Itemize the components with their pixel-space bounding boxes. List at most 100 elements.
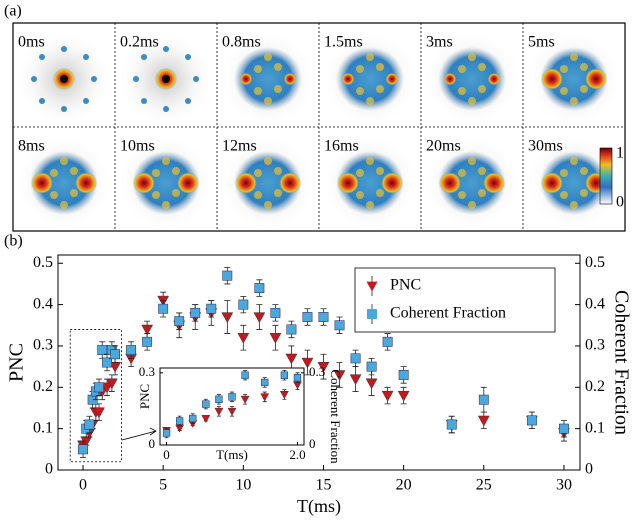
peak — [31, 172, 53, 194]
colorbar-tick: 1 — [616, 145, 624, 162]
peak — [185, 54, 191, 60]
y-tick-label: 0.5 — [33, 254, 53, 271]
y-tick-label: 0.2 — [33, 378, 53, 395]
peak — [83, 98, 89, 104]
x-axis-label: T(ms) — [216, 447, 248, 462]
legend-marker — [367, 309, 377, 319]
peak — [274, 167, 282, 175]
peak — [279, 172, 301, 194]
marker — [215, 395, 223, 403]
marker — [382, 336, 393, 347]
marker — [398, 369, 409, 380]
peak — [163, 46, 169, 52]
marker — [302, 312, 313, 322]
colorbar — [599, 147, 613, 205]
peak — [60, 201, 68, 209]
image-frame: 30ms — [526, 135, 622, 231]
peak — [264, 201, 272, 209]
marker — [228, 393, 236, 401]
image-panel: 0ms 0.2ms 0.8ms 1.5ms 3ms 5ms 8ms 10ms 12ms 16ms 2… — [13, 23, 625, 231]
cloud — [30, 151, 98, 215]
peak — [560, 169, 568, 177]
peak — [264, 53, 272, 61]
peak — [570, 201, 578, 209]
peak — [239, 72, 253, 86]
marker — [97, 345, 108, 356]
peak — [570, 157, 578, 165]
marker — [397, 390, 410, 402]
peak — [580, 63, 588, 71]
x-tick-label: 25 — [476, 477, 492, 494]
marker — [318, 312, 329, 322]
x-tick-label: 0 — [79, 477, 87, 494]
marker — [102, 357, 112, 368]
marker — [334, 320, 345, 331]
frame-label: 3ms — [426, 34, 453, 51]
legend-box — [354, 267, 556, 333]
peak — [50, 191, 58, 199]
peak — [141, 54, 147, 60]
peak — [283, 72, 297, 86]
y2-tick-label: 0.3 — [585, 337, 605, 354]
image-frame: 16ms — [322, 135, 418, 231]
legend-label: PNC — [390, 277, 421, 294]
peak — [162, 157, 170, 165]
marker — [477, 415, 490, 427]
frame-label: 0.2ms — [120, 34, 159, 51]
marker — [260, 393, 270, 402]
peak — [83, 54, 89, 60]
marker — [365, 378, 378, 390]
legend-label: Coherent Fraction — [390, 305, 506, 322]
image-frame: 12ms — [220, 135, 316, 231]
peak — [177, 172, 199, 194]
series — [78, 267, 569, 458]
peak — [356, 191, 364, 199]
frame-label: 5ms — [528, 34, 555, 51]
y-tick-label: 0 — [45, 461, 53, 478]
peak — [356, 87, 364, 95]
image-frame: 0.8ms — [220, 31, 316, 127]
marker — [221, 312, 234, 324]
marker — [285, 353, 298, 365]
marker — [206, 303, 217, 314]
peak — [468, 157, 476, 165]
cloud — [234, 151, 302, 215]
marker — [94, 382, 104, 393]
peak — [172, 167, 180, 175]
image-frame: 0ms — [16, 31, 112, 127]
peak — [458, 65, 466, 73]
peak — [61, 106, 67, 112]
marker — [78, 444, 88, 455]
peak — [478, 63, 486, 71]
y2-tick-label: 0.2 — [585, 378, 605, 395]
marker — [190, 307, 201, 318]
x-axis-label: T(ms) — [297, 496, 341, 517]
image-frame: 3ms — [424, 31, 520, 127]
peak — [458, 169, 466, 177]
x-tick-label: 10 — [235, 477, 251, 494]
marker — [559, 423, 569, 434]
peak — [376, 85, 384, 93]
image-frame: 10ms — [118, 135, 214, 231]
cloud — [336, 47, 404, 111]
cloud — [540, 151, 608, 215]
peak — [468, 97, 476, 105]
peak — [172, 189, 180, 197]
marker — [105, 378, 118, 390]
y-axis-label: PNC — [6, 343, 28, 382]
peak — [443, 72, 457, 86]
peak — [570, 97, 578, 105]
y2-tick-label: 0 — [585, 461, 593, 478]
marker — [446, 419, 457, 430]
peak — [254, 65, 262, 73]
peak — [50, 169, 58, 177]
marker — [238, 299, 249, 310]
panel-label: (a) — [4, 3, 22, 20]
colorbar-tick: 0 — [616, 194, 624, 211]
y2-axis-label: Coherent Fraction — [328, 369, 343, 464]
peak — [366, 201, 374, 209]
peak — [487, 72, 501, 86]
peak — [152, 169, 160, 177]
peak — [185, 98, 191, 104]
